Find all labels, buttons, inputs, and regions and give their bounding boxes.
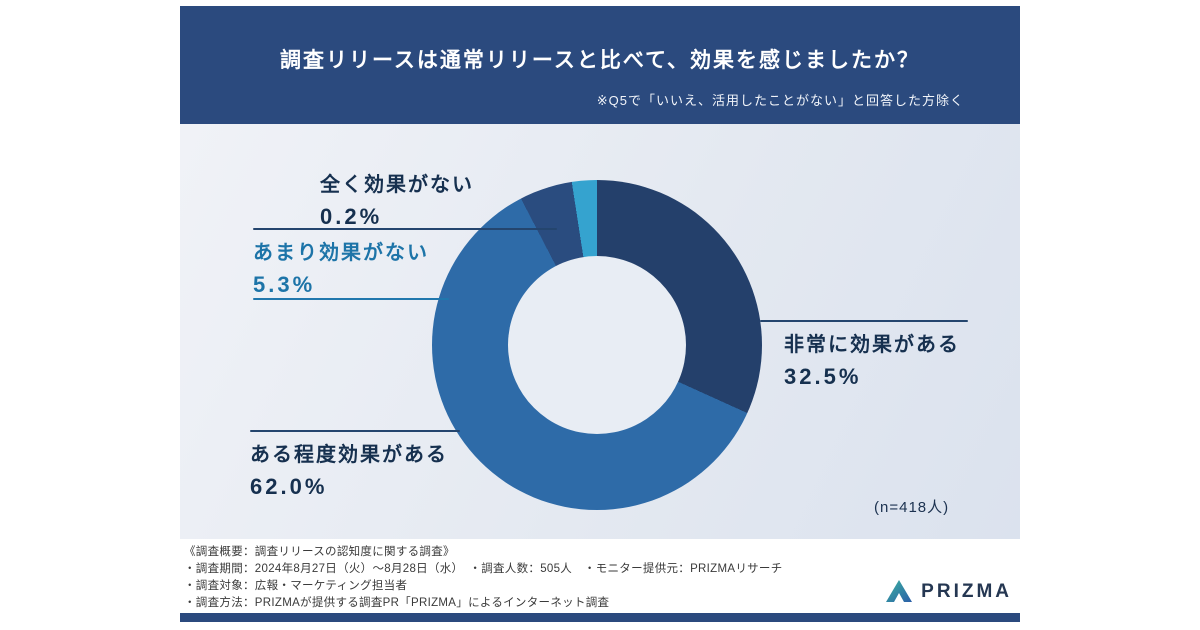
header-footnote: ※Q5で「いいえ、活用したことがない」と回答した方除く — [596, 93, 964, 108]
bottom-accent-bar — [180, 613, 1020, 622]
leader-line-somewhat-effective — [250, 430, 460, 432]
callout-very-effective: 非常に効果がある 32.5% — [784, 328, 960, 390]
callout-very-effective-value: 32.5% — [784, 364, 862, 389]
callout-somewhat-effective-value: 62.0% — [250, 474, 328, 499]
survey-target-line: ・調査対象：広報・マーケティング担当者 — [184, 580, 408, 592]
survey-method-line: ・調査方法：PRIZMAが提供する調査PR「PRIZMA」によるインターネット調… — [184, 597, 610, 609]
callout-little-effect: あまり効果がない 5.3% — [253, 236, 429, 298]
donut-chart — [432, 180, 762, 510]
chart-area: 全く効果がない 0.2% あまり効果がない 5.3% 非常に効果がある 32.5… — [180, 124, 1020, 539]
sample-size-label: (n=418人) — [874, 499, 950, 516]
leader-line-little-effect — [253, 298, 449, 300]
infographic-card: 調査リリースは通常リリースと比べて、効果を感じましたか？ ※Q5で「いいえ、活用… — [180, 6, 1020, 622]
callout-no-effect: 全く効果がない 0.2% — [320, 168, 474, 230]
header-band: 調査リリースは通常リリースと比べて、効果を感じましたか？ ※Q5で「いいえ、活用… — [180, 6, 1020, 124]
survey-overview-title: 《調査概要：調査リリースの認知度に関する調査》 — [184, 546, 455, 558]
callout-little-effect-label: あまり効果がない — [253, 242, 429, 264]
survey-overview-footer: 《調査概要：調査リリースの認知度に関する調査》 ・調査期間：2024年8月27日… — [180, 539, 1020, 613]
callout-little-effect-value: 5.3% — [253, 272, 316, 297]
prizma-triangle-icon — [885, 579, 913, 604]
leader-line-no-effect — [253, 228, 557, 230]
callout-very-effective-label: 非常に効果がある — [784, 334, 960, 356]
survey-period-line: ・調査期間：2024年8月27日（火）〜8月28日（水） ・調査人数：505人 … — [184, 563, 783, 575]
callout-no-effect-value: 0.2% — [320, 204, 383, 229]
prizma-logo-text: PRIZMA — [921, 580, 1012, 602]
leader-line-very-effective — [760, 320, 968, 322]
callout-no-effect-label: 全く効果がない — [320, 174, 474, 196]
page-title: 調査リリースは通常リリースと比べて、効果を感じましたか？ — [279, 49, 920, 72]
callout-somewhat-effective-label: ある程度効果がある — [250, 444, 448, 466]
callout-somewhat-effective: ある程度効果がある 62.0% — [250, 438, 448, 500]
prizma-logo: PRIZMA — [885, 579, 1012, 604]
